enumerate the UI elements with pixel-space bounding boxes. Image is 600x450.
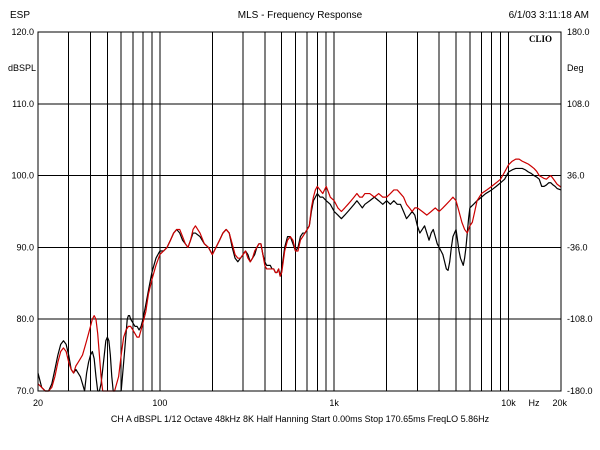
y-tick-label: 100.0 (11, 171, 34, 181)
series-layer (37, 158, 562, 392)
x-tick-label: 10k (501, 398, 516, 408)
y-tick-label: 120.0 (11, 27, 34, 37)
series-line-red (37, 158, 562, 392)
series-line-black (37, 167, 562, 392)
clio-logo: CLIO (529, 34, 552, 44)
app-name: ESP (10, 10, 31, 21)
x-tick-label: 1k (329, 398, 339, 408)
x-tick-label: 20k (552, 398, 567, 408)
measurement-settings: CH A dBSPL 1/12 Octave 48kHz 8K Half Han… (110, 414, 490, 424)
y-tick-label: 80.0 (16, 314, 34, 324)
y2-tick-label: -36.0 (567, 242, 588, 252)
y2-axis-unit-label: Deg (567, 63, 584, 73)
timestamp: 6/1/03 3:11:18 AM (508, 10, 589, 21)
y2-tick-label: 108.0 (567, 99, 590, 109)
y-tick-label: 90.0 (16, 242, 34, 252)
y2-tick-label: -180.0 (567, 386, 593, 396)
x-tick-label: 100 (152, 398, 167, 408)
x-tick-label: 20 (33, 398, 43, 408)
y2-tick-label: 180.0 (567, 27, 590, 37)
y-axis-unit-label: dBSPL (8, 63, 36, 73)
plot-frame (37, 31, 562, 392)
y-tick-label: 110.0 (12, 99, 34, 109)
grid-layer (38, 32, 561, 391)
chart-title: MLS - Frequency Response (237, 10, 363, 21)
labels-layer: 120.0 110.0 100.0 90.0 80.0 70.0 180.0 108.0 36.… (11, 27, 592, 408)
y2-tick-label: 36.0 (567, 171, 585, 181)
y-tick-label: 70.0 (16, 386, 34, 396)
y2-tick-label: -108.0 (567, 314, 593, 324)
x-unit-label: Hz (528, 398, 539, 408)
